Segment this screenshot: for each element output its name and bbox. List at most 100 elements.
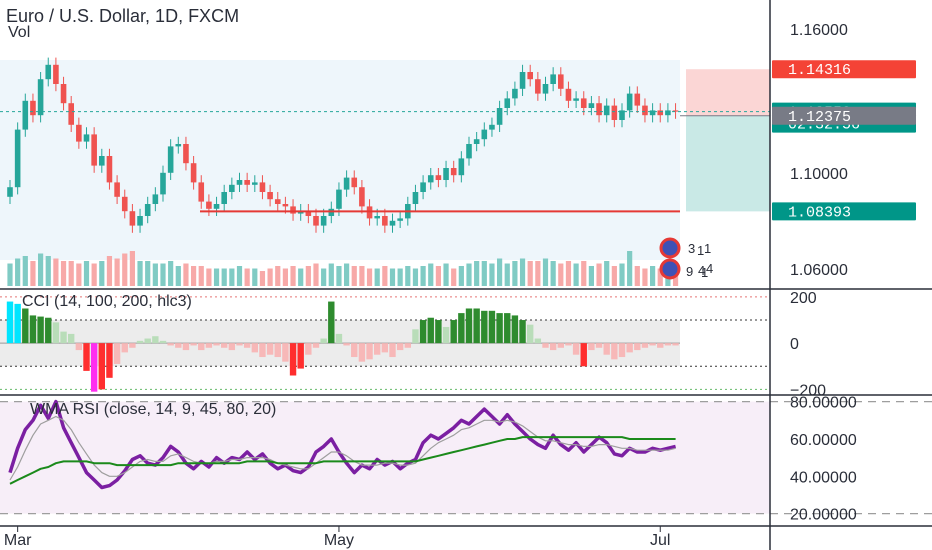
candle-body[interactable] xyxy=(114,182,120,197)
candle-body[interactable] xyxy=(183,144,189,164)
candle-body[interactable] xyxy=(244,180,250,185)
candle-body[interactable] xyxy=(535,79,541,94)
candle-body[interactable] xyxy=(190,163,197,183)
candle-body[interactable] xyxy=(274,199,281,204)
candle-body[interactable] xyxy=(504,98,511,108)
candle-body[interactable] xyxy=(160,172,166,195)
candle-body[interactable] xyxy=(573,98,579,101)
candle-body[interactable] xyxy=(443,168,449,180)
candle-body[interactable] xyxy=(672,110,679,112)
rsi-pane[interactable] xyxy=(0,399,932,515)
candle-body[interactable] xyxy=(336,189,342,209)
candle-body[interactable] xyxy=(397,218,403,221)
candle-body[interactable] xyxy=(53,64,59,84)
candle-body[interactable] xyxy=(550,74,556,84)
candle-body[interactable] xyxy=(473,139,480,144)
candle-body[interactable] xyxy=(213,204,220,209)
candle-body[interactable] xyxy=(603,105,610,116)
candle-body[interactable] xyxy=(389,220,396,226)
candle-body[interactable] xyxy=(137,216,143,226)
event-flag-icon[interactable] xyxy=(659,237,681,259)
candle-body[interactable] xyxy=(489,124,495,130)
candle-body[interactable] xyxy=(512,88,518,99)
price-tag[interactable] xyxy=(772,60,916,79)
candle-body[interactable] xyxy=(374,216,380,219)
price-tag[interactable] xyxy=(772,202,916,221)
candle-body[interactable] xyxy=(412,192,419,204)
candle-body[interactable] xyxy=(588,103,595,108)
candle-body[interactable] xyxy=(76,124,82,142)
candle-body[interactable] xyxy=(450,168,457,176)
candle-body[interactable] xyxy=(642,105,648,116)
candle-body[interactable] xyxy=(198,182,205,202)
candle-body[interactable] xyxy=(626,93,633,111)
candle-body[interactable] xyxy=(519,72,526,89)
candle-body[interactable] xyxy=(542,84,549,94)
candle-body[interactable] xyxy=(343,177,350,190)
candle-body[interactable] xyxy=(427,175,434,183)
candle-body[interactable] xyxy=(313,216,319,226)
candle-body[interactable] xyxy=(359,187,365,207)
candle-body[interactable] xyxy=(611,105,618,120)
candle-body[interactable] xyxy=(527,72,533,80)
candle-body[interactable] xyxy=(596,103,602,116)
candle-body[interactable] xyxy=(221,192,227,204)
candle-body[interactable] xyxy=(619,110,625,120)
candle-body[interactable] xyxy=(351,177,358,188)
candle-body[interactable] xyxy=(167,146,174,173)
candle-body[interactable] xyxy=(328,208,335,216)
candle-body[interactable] xyxy=(649,110,656,116)
candle-body[interactable] xyxy=(558,74,564,89)
candle-body[interactable] xyxy=(60,84,67,104)
candle-body[interactable] xyxy=(236,180,243,185)
candle-body[interactable] xyxy=(496,108,503,125)
candle-body[interactable] xyxy=(229,184,235,192)
candlesticks[interactable] xyxy=(7,57,679,233)
candle-body[interactable] xyxy=(99,156,105,166)
candle-body[interactable] xyxy=(68,103,74,125)
candle-body[interactable] xyxy=(175,144,182,147)
candle-body[interactable] xyxy=(267,192,273,200)
candle-body[interactable] xyxy=(481,129,488,140)
cci-title[interactable]: CCI (14, 100, 200, hlc3) xyxy=(22,293,192,310)
candle-body[interactable] xyxy=(366,206,373,219)
candle-body[interactable] xyxy=(657,110,664,116)
candle-body[interactable] xyxy=(466,144,472,159)
candle-body[interactable] xyxy=(14,129,21,188)
candle-body[interactable] xyxy=(580,98,587,108)
candle-body[interactable] xyxy=(206,201,212,209)
symbol-title[interactable]: Euro / U.S. Dollar, 1D, FXCM xyxy=(6,6,239,26)
candle-body[interactable] xyxy=(382,216,388,226)
candle-body[interactable] xyxy=(37,79,44,116)
candle-body[interactable] xyxy=(144,204,151,216)
cci-pane[interactable] xyxy=(0,296,770,392)
candle-body[interactable] xyxy=(152,194,159,204)
candle-body[interactable] xyxy=(129,211,136,226)
candle-body[interactable] xyxy=(665,110,671,116)
candle-body[interactable] xyxy=(420,182,426,192)
candle-body[interactable] xyxy=(7,187,13,197)
candle-body[interactable] xyxy=(259,182,266,192)
candle-body[interactable] xyxy=(297,211,304,214)
candle-body[interactable] xyxy=(320,216,327,226)
event-flag-icon[interactable] xyxy=(659,258,681,280)
candle-body[interactable] xyxy=(435,175,442,180)
candle-body[interactable] xyxy=(121,196,128,212)
candle-body[interactable] xyxy=(83,134,90,142)
rsi-title[interactable]: WMA RSI (close, 14, 9, 45, 80, 20) xyxy=(30,401,276,418)
candle-body[interactable] xyxy=(282,204,289,207)
candle-body[interactable] xyxy=(458,158,465,176)
candle-body[interactable] xyxy=(565,88,572,101)
candle-body[interactable] xyxy=(91,134,97,166)
candle-body[interactable] xyxy=(45,64,52,80)
candle-body[interactable] xyxy=(252,182,258,185)
price-tag[interactable] xyxy=(772,106,916,125)
candle-body[interactable] xyxy=(22,100,29,130)
candle-body[interactable] xyxy=(290,206,296,214)
candle-body[interactable] xyxy=(106,156,113,183)
candle-body[interactable] xyxy=(305,211,312,216)
